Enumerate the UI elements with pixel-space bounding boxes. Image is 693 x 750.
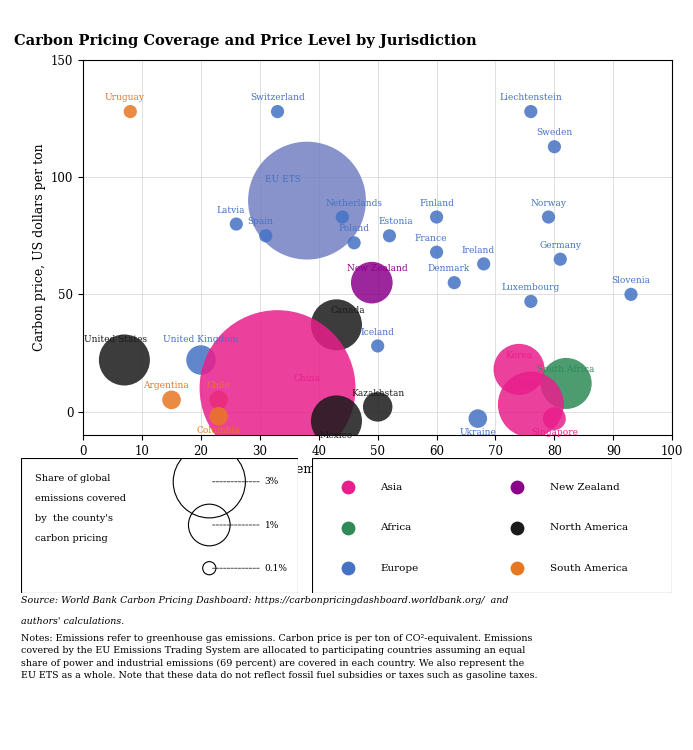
Point [543, 211, 554, 223]
Text: Share of global: Share of global [35, 474, 110, 483]
Y-axis label: Carbon price, US dollars per ton: Carbon price, US dollars per ton [33, 144, 46, 351]
Point [511, 482, 523, 494]
Point [272, 106, 283, 118]
Text: Africa: Africa [380, 524, 412, 532]
Text: Estonia: Estonia [378, 217, 412, 226]
Text: France: France [414, 234, 447, 243]
Text: United States: United States [84, 334, 147, 344]
Text: South Africa: South Africa [538, 365, 595, 374]
Text: 1%: 1% [212, 520, 279, 530]
Point [204, 562, 215, 574]
Point [478, 258, 489, 270]
Text: China: China [294, 374, 320, 383]
Text: New Zealand: New Zealand [347, 264, 408, 273]
Text: 3%: 3% [212, 477, 279, 486]
Text: Argentina: Argentina [143, 382, 188, 391]
Point [342, 562, 353, 574]
Point [511, 522, 523, 534]
X-axis label: Share of national emissions subject to carbon price (percent): Share of national emissions subject to c… [184, 464, 572, 476]
Point [549, 413, 560, 424]
Text: Denmark: Denmark [428, 264, 469, 273]
Text: Notes: Emissions refer to greenhouse gas emissions. Carbon price is per ton of C: Notes: Emissions refer to greenhouse gas… [21, 634, 537, 680]
Point [525, 296, 536, 307]
Point [525, 106, 536, 118]
Point [626, 289, 637, 301]
Point [349, 237, 360, 249]
Point [549, 141, 560, 153]
Point [204, 476, 215, 488]
Text: Switzerland: Switzerland [250, 93, 305, 102]
Point [431, 246, 442, 258]
Text: Columbia: Columbia [197, 426, 240, 435]
Point [342, 522, 353, 534]
Text: 0.1%: 0.1% [212, 564, 288, 573]
Text: Poland: Poland [339, 224, 369, 233]
Point [125, 106, 136, 118]
Point [261, 230, 272, 242]
Point [367, 277, 378, 289]
Text: Chile: Chile [207, 382, 231, 391]
FancyBboxPatch shape [21, 458, 298, 592]
Text: Liechtenstein: Liechtenstein [500, 93, 562, 102]
Point [166, 394, 177, 406]
Text: Sweden: Sweden [536, 128, 572, 137]
Point [511, 562, 523, 574]
Point [119, 354, 130, 366]
Point [384, 230, 395, 242]
Text: Slovenia: Slovenia [611, 276, 651, 285]
Text: Iceland: Iceland [361, 328, 394, 337]
Point [195, 354, 207, 366]
Text: Asia: Asia [380, 483, 403, 492]
Text: Canada: Canada [331, 307, 365, 316]
Text: Mexico: Mexico [320, 430, 353, 439]
Text: emissions covered: emissions covered [35, 494, 125, 503]
Point [372, 400, 383, 412]
Text: Ireland: Ireland [462, 245, 494, 254]
Point [272, 382, 283, 394]
Text: Netherlands: Netherlands [326, 199, 383, 208]
Point [431, 211, 442, 223]
Point [301, 195, 313, 207]
Point [561, 377, 572, 389]
Point [525, 398, 536, 410]
Point [231, 218, 242, 230]
Point [555, 254, 566, 266]
Text: Japan: Japan [518, 380, 544, 388]
Text: Kazakhstan: Kazakhstan [351, 388, 404, 398]
Text: New Zealand: New Zealand [550, 483, 620, 492]
Text: Spain: Spain [247, 217, 273, 226]
Text: Latvia: Latvia [216, 206, 245, 214]
Text: Europe: Europe [380, 564, 419, 573]
Text: by  the county's: by the county's [35, 514, 113, 523]
Text: Finland: Finland [419, 199, 454, 208]
Text: United Kingdom: United Kingdom [164, 334, 238, 344]
Text: Germany: Germany [539, 241, 581, 250]
Point [449, 277, 460, 289]
Text: Norway: Norway [531, 199, 566, 208]
Point [213, 410, 225, 422]
Text: EU ETS: EU ETS [265, 176, 301, 184]
Text: carbon pricing: carbon pricing [35, 535, 107, 544]
Text: Carbon Pricing Coverage and Price Level by Jurisdiction: Carbon Pricing Coverage and Price Level … [14, 34, 477, 48]
Point [372, 340, 383, 352]
Point [473, 413, 484, 424]
Point [331, 319, 342, 331]
Text: Source: World Bank Carbon Pricing Dashboard: https://carbonpricingdashboard.worl: Source: World Bank Carbon Pricing Dashbo… [21, 596, 508, 605]
Text: Ukraine: Ukraine [459, 428, 496, 437]
Point [337, 211, 348, 223]
Point [514, 364, 525, 376]
Point [342, 482, 353, 494]
Text: North America: North America [550, 524, 628, 532]
FancyBboxPatch shape [312, 458, 672, 592]
Text: Luxembourg: Luxembourg [502, 283, 560, 292]
Point [204, 519, 215, 531]
Text: Singapore: Singapore [531, 428, 578, 437]
Text: South America: South America [550, 564, 627, 573]
Text: Korea: Korea [505, 351, 533, 360]
Point [331, 415, 342, 427]
Text: Uruguay: Uruguay [105, 93, 144, 102]
Text: authors' calculations.: authors' calculations. [21, 616, 124, 626]
Point [213, 394, 225, 406]
